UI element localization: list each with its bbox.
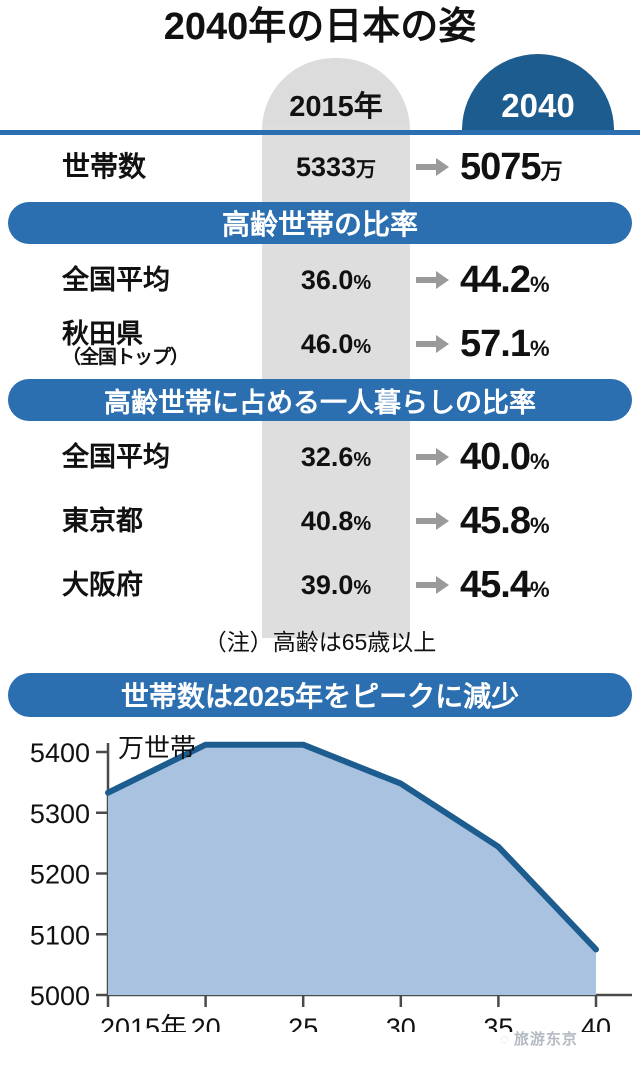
cell-2040: 44.2%	[456, 259, 640, 302]
cell-2015: 36.0%	[262, 265, 410, 296]
table-row: 秋田県 （全国トップ） 46.0% 57.1%	[0, 312, 640, 376]
x-tick-label: 35	[483, 1013, 513, 1032]
value-2015: 39.0	[300, 569, 354, 600]
arrow-right-icon	[416, 512, 449, 530]
arrow-cell	[410, 269, 456, 291]
unit-2015: 万	[356, 158, 377, 181]
wechat-logo-icon: ◌	[500, 1031, 510, 1048]
page-title: 2040年の日本の姿	[163, 6, 477, 48]
stats-table: 世帯数 5333万 5075万 高齢世帯の比率 全国平均 36.0% 44.2%…	[0, 135, 640, 659]
row-label-sub: （全国トップ）	[62, 347, 189, 369]
column-header-2040: 2040	[462, 54, 614, 130]
section-heading-elderly-ratio: 高齢世帯の比率	[8, 202, 632, 244]
row-label: 大阪府	[0, 571, 262, 599]
table-row: 東京都 40.8% 45.8%	[0, 489, 640, 553]
y-tick-label: 5100	[30, 920, 90, 950]
table-row: 大阪府 39.0% 45.4%	[0, 553, 640, 617]
x-axis-labels: 2015年 20 25 30 35 40	[100, 1013, 611, 1032]
x-tick-label: 25	[288, 1013, 318, 1032]
x-axis-ticks	[106, 995, 598, 1007]
arrow-cell	[410, 446, 456, 468]
cell-2015: 39.0%	[262, 570, 410, 601]
y-axis-labels: 5000 5100 5200 5300 5400	[30, 738, 90, 1011]
watermark-text: 旅游东京	[513, 1031, 578, 1048]
cell-2015: 40.8%	[262, 506, 410, 537]
arrow-right-icon	[416, 271, 449, 289]
y-tick-label: 5300	[30, 799, 90, 829]
unit-2015: %	[353, 335, 372, 358]
unit-2040: %	[529, 271, 550, 297]
header-divider	[0, 130, 640, 135]
value-2015: 46.0	[300, 328, 354, 359]
unit-2040: %	[529, 512, 550, 538]
unit-2040: 万	[540, 158, 563, 184]
row-label: 世帯数	[62, 151, 147, 183]
value-2015: 40.8	[300, 505, 354, 536]
unit-2015: %	[353, 512, 372, 535]
unit-2040: %	[529, 448, 550, 474]
table-row: 全国平均 36.0% 44.2%	[0, 248, 640, 312]
arrow-cell	[410, 156, 456, 178]
row-label: 全国平均	[0, 266, 262, 294]
cell-2015: 32.6%	[262, 442, 410, 473]
unit-2040: %	[529, 335, 550, 361]
cell-2015: 46.0%	[262, 329, 410, 360]
value-2040: 5075	[460, 145, 542, 188]
y-tick-label: 5000	[30, 981, 90, 1011]
row-label: 全国平均	[0, 443, 262, 471]
cell-2015: 5333万	[262, 152, 410, 183]
arrow-right-icon	[416, 158, 449, 176]
column-header-2015: 2015年	[262, 58, 410, 130]
chart-heading: 世帯数は2025年をピークに減少	[8, 673, 632, 717]
value-2015: 5333	[295, 151, 357, 182]
unit-2015: %	[353, 271, 372, 294]
value-2040: 45.8	[460, 499, 531, 542]
cell-2040: 5075万	[456, 146, 640, 189]
y-tick-label: 5400	[30, 738, 90, 768]
value-2040: 45.4	[460, 563, 531, 606]
row-label: 東京都	[0, 507, 262, 535]
value-2040: 44.2	[460, 258, 531, 301]
household-trend-chart: 万世帯 5000 5100 5200 5300 5400 2015年 20 25 30 35 40	[0, 727, 640, 1032]
value-2040: 57.1	[460, 322, 531, 365]
table-note: （注）高齢は65歳以上	[203, 629, 437, 655]
value-2040: 40.0	[460, 435, 531, 478]
arrow-right-icon	[416, 576, 449, 594]
chart-area-fill	[108, 744, 596, 995]
row-label: 秋田県 （全国トップ）	[0, 320, 262, 368]
x-tick-label: 20	[191, 1013, 221, 1032]
chart-svg: 万世帯 5000 5100 5200 5300 5400 2015年 20 25 30 35 40	[30, 733, 632, 1032]
y-tick-label: 5200	[30, 860, 90, 890]
unit-2015: %	[353, 448, 372, 471]
unit-2040: %	[529, 576, 550, 602]
arrow-right-icon	[416, 448, 449, 466]
x-tick-label: 40	[581, 1013, 611, 1032]
arrow-cell	[410, 510, 456, 532]
unit-2015: %	[353, 576, 372, 599]
table-row: 世帯数 5333万 5075万	[0, 135, 640, 199]
row-label-main: 大阪府	[62, 569, 143, 600]
cell-2040: 45.8%	[456, 500, 640, 543]
x-tick-label: 30	[386, 1013, 416, 1032]
arrow-cell	[410, 333, 456, 355]
y-axis-unit-label: 万世帯	[118, 733, 196, 763]
row-label-main: 東京都	[62, 505, 143, 536]
cell-2040: 40.0%	[456, 436, 640, 479]
x-tick-label: 2015年	[100, 1013, 187, 1032]
row-label-main: 全国平均	[62, 264, 170, 295]
row-label-main: 秋田県	[62, 318, 143, 349]
value-2015: 32.6	[300, 441, 354, 472]
cell-2040: 57.1%	[456, 323, 640, 366]
table-row: 全国平均 32.6% 40.0%	[0, 425, 640, 489]
arrow-right-icon	[416, 335, 449, 353]
arrow-cell	[410, 574, 456, 596]
chart-line	[105, 741, 599, 953]
y-axis-ticks	[96, 750, 108, 997]
section-heading-single-living-ratio: 高齢世帯に占める一人暮らしの比率	[8, 379, 632, 421]
cell-2040: 45.4%	[456, 564, 640, 607]
row-label-main: 全国平均	[62, 441, 170, 472]
column-headers: 2015年 2040	[0, 52, 640, 130]
value-2015: 36.0	[300, 264, 354, 295]
